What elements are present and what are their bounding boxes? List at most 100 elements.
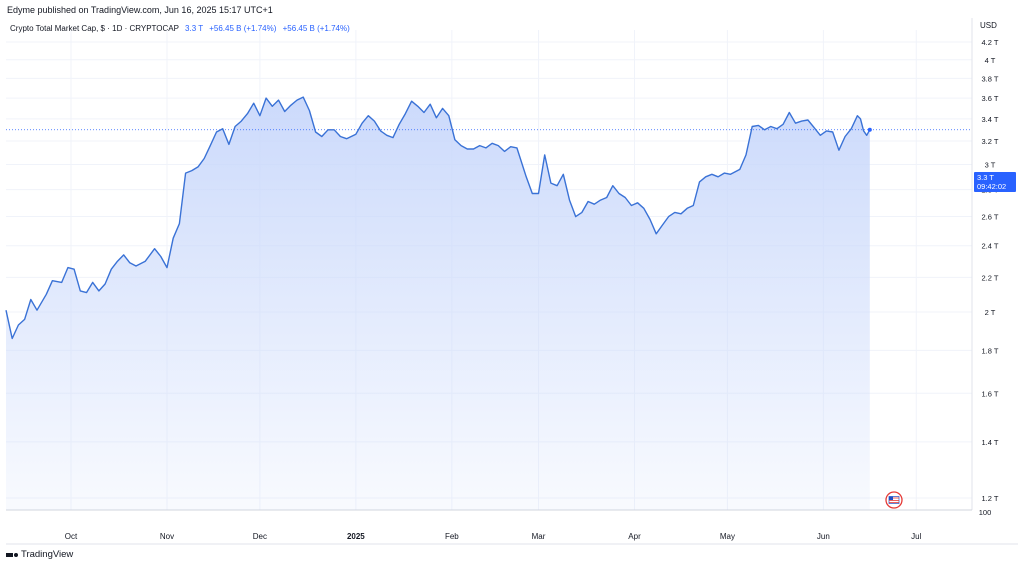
data-point (467, 148, 468, 149)
data-point (594, 204, 595, 205)
data-point (247, 113, 248, 114)
data-point (272, 106, 273, 107)
flag-icon[interactable] (885, 491, 903, 509)
data-point (479, 145, 480, 146)
data-point (851, 128, 852, 129)
data-point (563, 174, 564, 175)
price-tag-value: 3.3 T (977, 173, 994, 182)
data-point (36, 310, 37, 311)
data-point (296, 100, 297, 101)
data-point (334, 129, 335, 130)
data-point (711, 174, 712, 175)
data-point (801, 121, 802, 122)
data-point (649, 219, 650, 220)
data-point (764, 129, 765, 130)
data-point (461, 145, 462, 146)
data-point (857, 115, 858, 116)
data-point (86, 292, 87, 293)
data-point (284, 111, 285, 112)
x-tick-label: Jun (817, 532, 830, 541)
data-point (52, 280, 53, 281)
data-point (253, 103, 254, 104)
y-tick-label: 3.6 T (982, 94, 999, 103)
data-point (411, 101, 412, 102)
y-tick-label: 2.4 T (982, 242, 999, 251)
last-value: 3.3 T (185, 24, 203, 33)
data-point (92, 282, 93, 283)
data-point (185, 173, 186, 174)
data-point (504, 151, 505, 152)
x-axis-ticks[interactable]: Oct Nov Dec 2025 Feb Mar Apr May Jun Jul (65, 532, 922, 541)
data-point (538, 193, 539, 194)
data-point (303, 97, 304, 98)
data-point (724, 173, 725, 174)
data-point (838, 150, 839, 151)
data-point (718, 176, 719, 177)
y-axis-ticks[interactable]: 4.2 T4 T3.8 T3.6 T3.4 T3.2 T3 T2.8 T2.6 … (979, 38, 999, 517)
data-point (526, 176, 527, 177)
data-point (492, 143, 493, 144)
data-point (235, 126, 236, 127)
data-point (860, 118, 861, 119)
data-point (290, 105, 291, 106)
data-point (129, 262, 130, 263)
data-point (327, 129, 328, 130)
data-point (699, 181, 700, 182)
data-point (61, 282, 62, 283)
x-tick-label: Dec (253, 532, 267, 541)
data-point (340, 136, 341, 137)
data-point (693, 205, 694, 206)
data-point (321, 136, 322, 137)
data-point (346, 138, 347, 139)
data-point (46, 294, 47, 295)
data-point (380, 130, 381, 131)
data-point (588, 201, 589, 202)
data-point (783, 124, 784, 125)
data-point (98, 290, 99, 291)
x-tick-label: Mar (532, 532, 546, 541)
data-point (687, 208, 688, 209)
data-point (739, 169, 740, 170)
data-point (863, 130, 864, 131)
data-point (368, 115, 369, 116)
data-point (210, 145, 211, 146)
data-point (204, 158, 205, 159)
data-point (355, 134, 356, 135)
series-line (5, 96, 871, 340)
data-point (442, 108, 443, 109)
data-point (74, 269, 75, 270)
data-point (135, 265, 136, 266)
data-point (544, 154, 545, 155)
data-point (575, 216, 576, 217)
data-point (606, 197, 607, 198)
data-point (222, 128, 223, 129)
x-tick-label: May (720, 532, 735, 541)
data-point (473, 148, 474, 149)
data-point (776, 128, 777, 129)
data-point (179, 223, 180, 224)
data-point (498, 145, 499, 146)
data-point (866, 135, 867, 136)
data-point (123, 254, 124, 255)
y-tick-label: 3.8 T (982, 74, 999, 83)
data-point (259, 115, 260, 116)
symbol-title[interactable]: Crypto Total Market Cap, $ · 1D · CRYPTO… (10, 24, 179, 33)
area-fill (6, 97, 870, 510)
data-point (814, 127, 815, 128)
data-point (266, 98, 267, 99)
data-point (550, 183, 551, 184)
data-point (745, 154, 746, 155)
data-point (166, 267, 167, 268)
data-point (612, 185, 613, 186)
data-point (5, 310, 6, 311)
data-point (399, 124, 400, 125)
tradingview-brand[interactable]: TradingView (6, 549, 73, 560)
data-point (191, 170, 192, 171)
data-point (454, 139, 455, 140)
data-point (845, 136, 846, 137)
data-point (807, 119, 808, 120)
data-point (197, 166, 198, 167)
data-point (820, 135, 821, 136)
currency-label[interactable]: USD (980, 21, 997, 30)
